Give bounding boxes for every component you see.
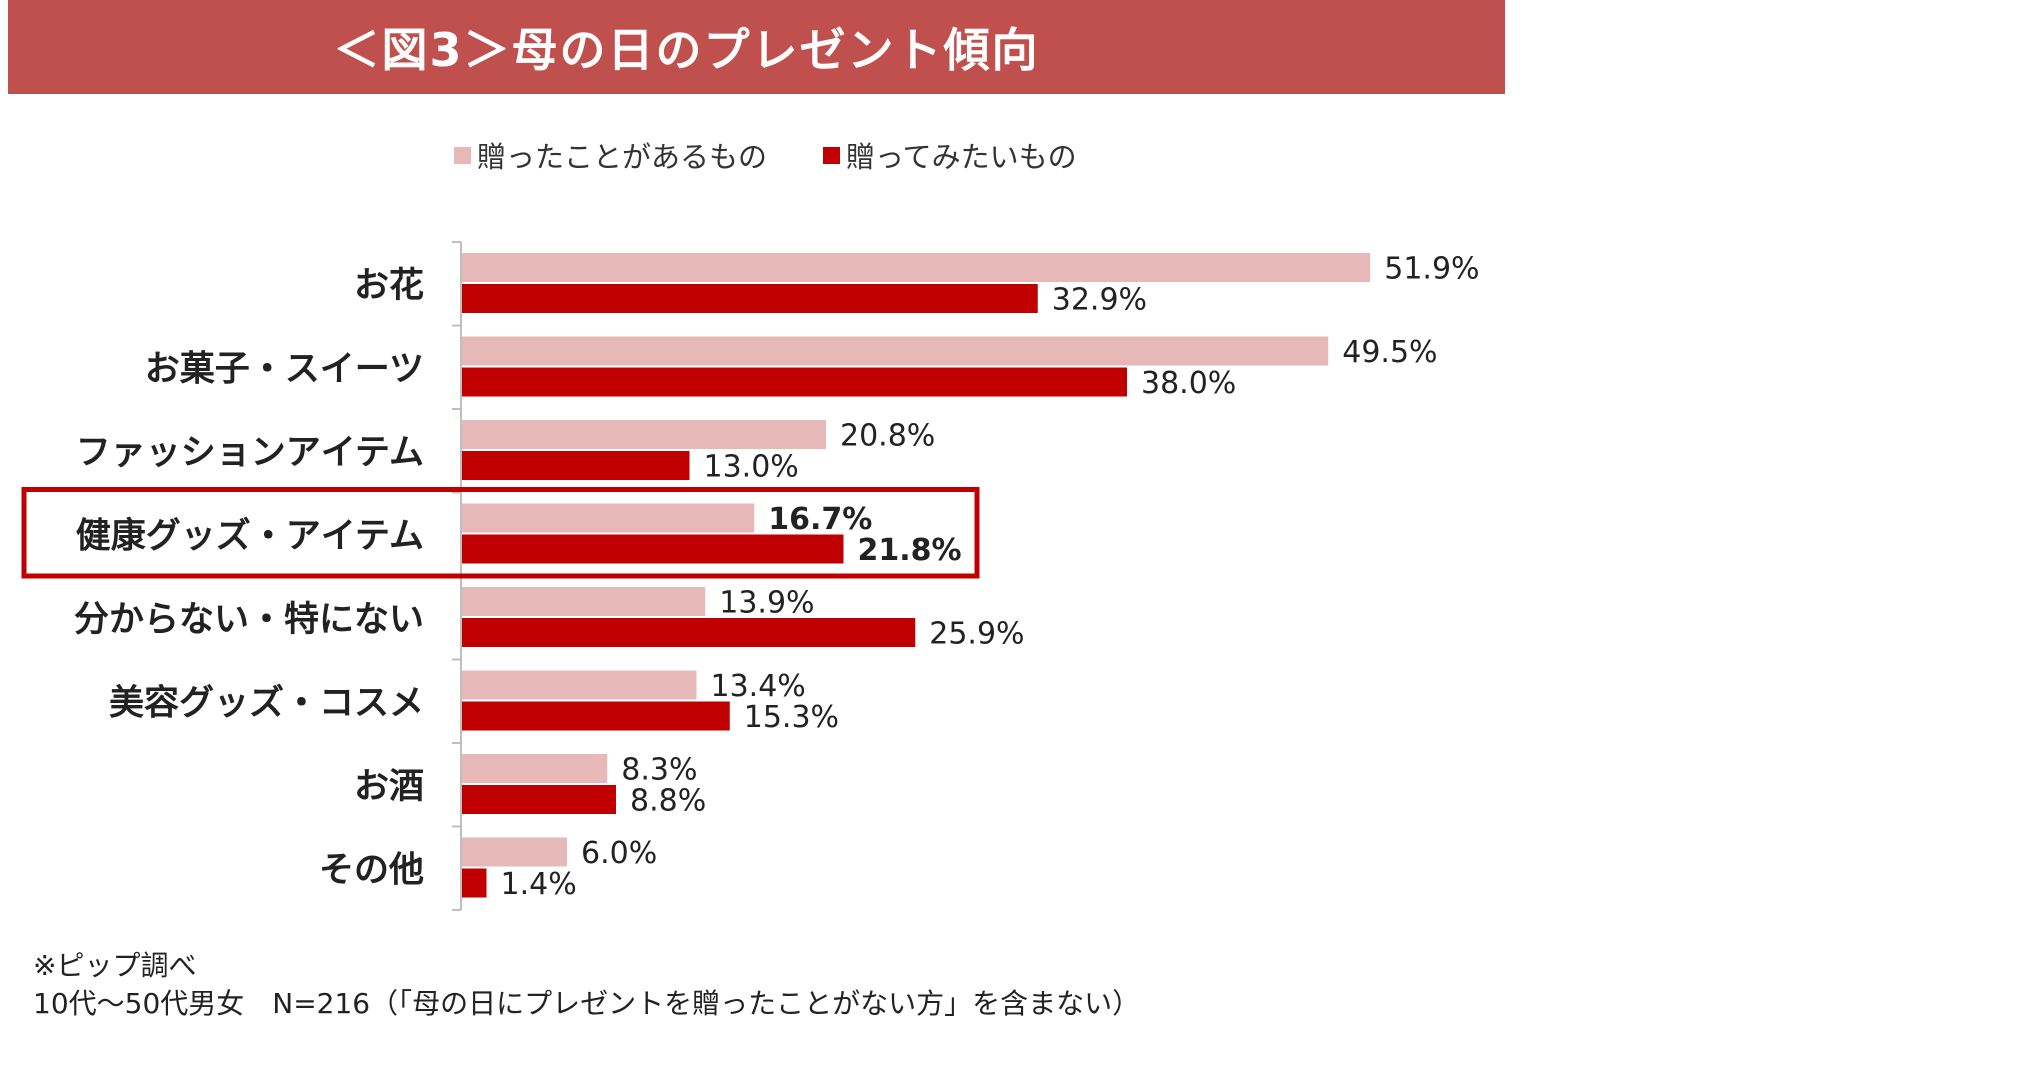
bar-given — [462, 336, 1329, 366]
legend-swatch-want — [823, 146, 841, 164]
bar-want — [462, 701, 730, 731]
bar-given — [462, 503, 755, 533]
category-label: お菓子・スイーツ — [145, 349, 424, 389]
bar-want — [462, 534, 844, 564]
bar-want — [462, 367, 1127, 397]
legend-item-given: 贈ったことがあるもの — [454, 134, 767, 176]
bar-want — [462, 284, 1038, 313]
data-label-given: 6.0% — [581, 836, 657, 871]
bar-given — [462, 587, 706, 616]
category-label: その他 — [319, 850, 424, 890]
data-label-given: 8.3% — [621, 753, 697, 788]
data-label-given: 13.9% — [719, 586, 814, 621]
data-label-given: 20.8% — [840, 419, 935, 454]
sample-note: 10代〜50代男女 N=216（「母の日にプレゼントを贈ったことがない方」を含ま… — [33, 987, 1141, 1020]
data-label-given: 16.7% — [768, 502, 872, 537]
bar-want — [462, 451, 690, 480]
data-label-want: 8.8% — [630, 784, 706, 819]
bar-given — [462, 420, 826, 449]
legend-swatch-given — [454, 146, 471, 164]
bar-given — [462, 253, 1371, 282]
category-label: お花 — [354, 266, 424, 306]
title-bar: ＜図3＞母の日のプレゼント傾向 — [8, 0, 1505, 94]
highlight-box — [21, 487, 980, 579]
data-label-want: 25.9% — [929, 617, 1024, 652]
legend: 贈ったことがあるもの 贈ってみたいもの — [454, 134, 1133, 176]
category-label: 美容グッズ・コスメ — [109, 682, 424, 723]
bar-want — [462, 618, 916, 647]
chart-title: ＜図3＞母の日のプレゼント傾向 — [333, 23, 1040, 77]
category-label: 健康グッズ・アイテム — [76, 515, 424, 556]
data-label-want: 15.3% — [744, 700, 839, 735]
data-label-want: 1.4% — [501, 867, 577, 902]
category-label: ファッションアイテム — [76, 433, 424, 473]
data-label-want: 13.0% — [704, 450, 799, 485]
data-label-want: 38.0% — [1141, 366, 1236, 401]
category-label: お酒 — [354, 767, 424, 807]
data-label-given: 51.9% — [1384, 252, 1479, 287]
bar-given — [462, 754, 608, 783]
bar-given — [462, 670, 697, 700]
bar-want — [462, 785, 616, 814]
data-label-want: 21.8% — [858, 533, 962, 568]
source-note: ※ピップ調べ — [33, 949, 197, 982]
data-label-given: 13.4% — [711, 669, 806, 704]
bar-want — [462, 868, 487, 898]
category-label: 分からない・特にない — [74, 600, 424, 640]
data-label-given: 49.5% — [1342, 335, 1437, 370]
bar-given — [462, 837, 567, 867]
legend-label-want: 贈ってみたいもの — [846, 140, 1077, 174]
legend-label-given: 贈ったことがあるもの — [477, 140, 768, 174]
data-label-want: 32.9% — [1052, 283, 1147, 318]
legend-item-want: 贈ってみたいもの — [823, 134, 1077, 176]
